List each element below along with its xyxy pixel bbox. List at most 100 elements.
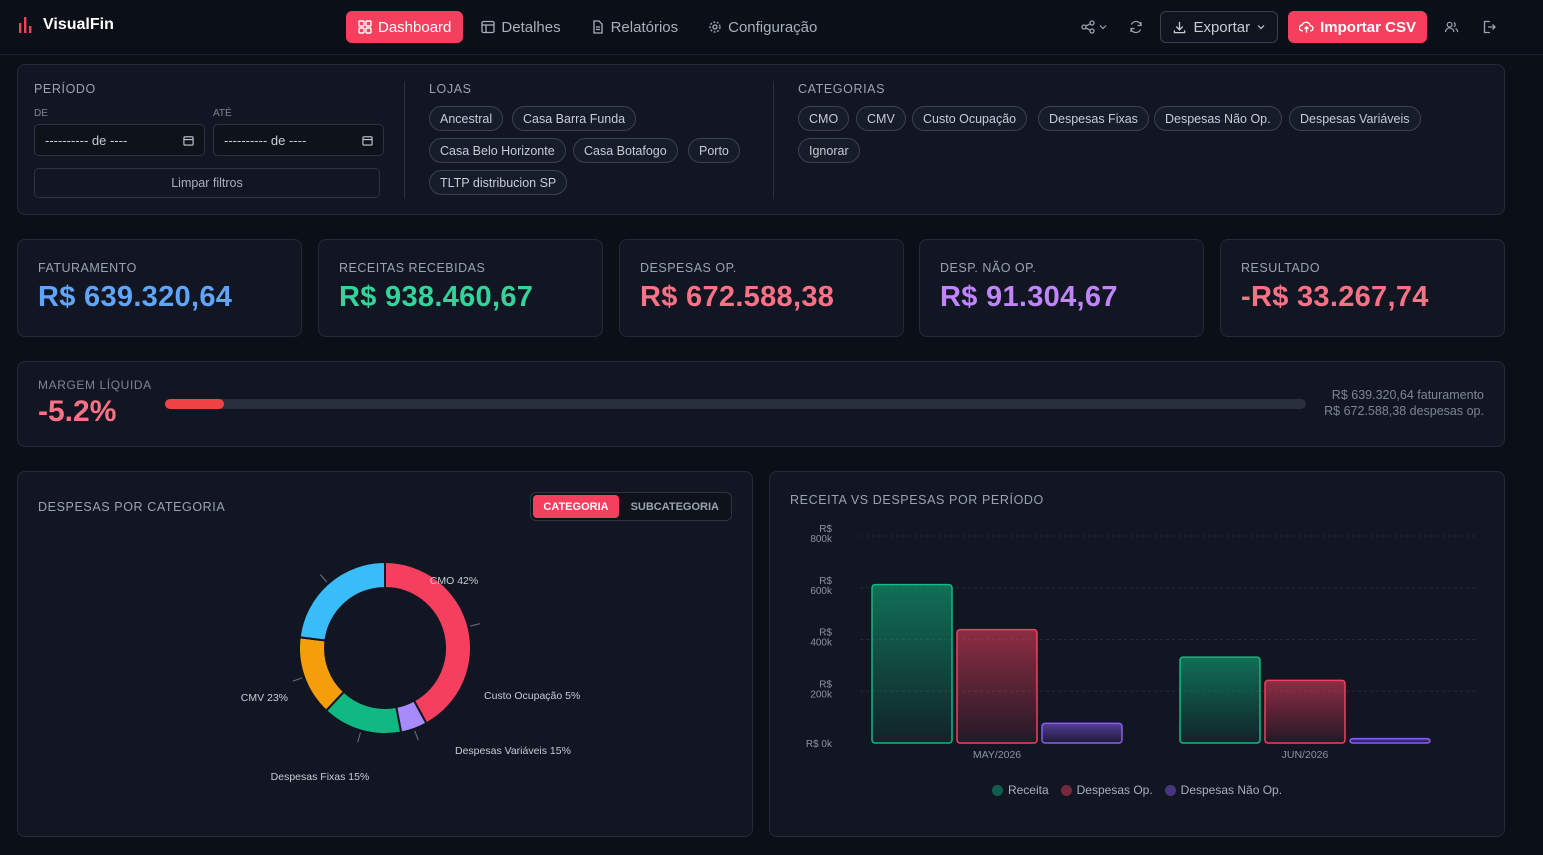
margin-progress-track <box>165 399 1306 409</box>
download-icon <box>1174 21 1186 33</box>
x-tick-label: MAY/2026 <box>973 749 1021 761</box>
bar-chart-logo-icon <box>19 17 32 33</box>
users-button[interactable] <box>1437 11 1465 43</box>
donut-label: CMV 23% <box>241 692 288 704</box>
export-button[interactable]: Exportar <box>1160 11 1279 43</box>
legend-label: Receita <box>1007 783 1049 797</box>
category-chip[interactable]: Despesas Não Op. <box>1154 106 1282 131</box>
logout-icon <box>1483 20 1496 34</box>
y-tick-label: R$ 800k <box>810 524 833 545</box>
bar[interactable] <box>1349 737 1431 744</box>
donut-label-leader <box>292 677 303 682</box>
chevron-down-icon <box>1257 25 1265 30</box>
from-label: DE <box>34 108 48 119</box>
x-tick-label: JUN/2026 <box>1282 749 1329 761</box>
bar[interactable] <box>1179 656 1261 744</box>
revenue-vs-expenses-panel: RECEITA VS DESPESAS POR PERÍODO R$ 0k R$ 2… <box>769 471 1505 837</box>
category-chip[interactable]: Ignorar <box>798 138 860 163</box>
logout-button[interactable] <box>1475 11 1503 43</box>
top-navbar: VisualFin Dashboard Detalhes Relatórios … <box>0 0 1543 55</box>
refresh-icon <box>1130 20 1143 34</box>
donut-label: Despesas Variáveis 15% <box>455 745 571 757</box>
kpi-label: FATURAMENTO <box>38 261 137 275</box>
toolbar-right: Exportar Importar CSV <box>1076 11 1503 43</box>
kpi-label: DESPESAS OP. <box>640 261 737 275</box>
donut-slice[interactable] <box>384 560 472 725</box>
donut-label-leader <box>470 623 481 627</box>
legend-item[interactable]: Despesas Op. <box>1060 783 1153 797</box>
category-chip[interactable]: Despesas Fixas <box>1038 106 1149 131</box>
import-csv-button[interactable]: Importar CSV <box>1288 11 1427 43</box>
legend-swatch <box>1164 784 1176 796</box>
donut-label-leader <box>414 730 419 741</box>
legend-item[interactable]: Despesas Não Op. <box>1164 783 1282 797</box>
donut-label: CMO 42% <box>430 575 478 587</box>
refresh-button[interactable] <box>1122 11 1150 43</box>
kpi-card-desp-nao-op: DESP. NÃO OP. R$ 91.304,67 <box>919 239 1204 337</box>
date-from-value: ---------- de ---- <box>45 132 128 148</box>
file-text-icon <box>592 20 603 34</box>
kpi-value: -R$ 33.267,74 <box>1241 281 1429 313</box>
category-chip[interactable]: Custo Ocupação <box>912 106 1028 131</box>
donut-label: Custo Ocupação 5% <box>484 690 580 702</box>
category-chip[interactable]: CMV <box>856 106 906 131</box>
nav-label: Relatórios <box>610 18 679 36</box>
chart-legend: Receita Despesas Op. Despesas Não Op. <box>770 783 1504 797</box>
legend-item[interactable]: Receita <box>991 783 1049 797</box>
margin-revenue-note: R$ 639.320,64 faturamento <box>1331 388 1484 402</box>
expenses-by-category-panel: DESPESAS POR CATEGORIA CATEGORIA SUBCATE… <box>17 471 753 837</box>
category-chip[interactable]: CMO <box>798 106 850 131</box>
y-tick-label: R$ 0k <box>806 739 833 750</box>
nav-dashboard[interactable]: Dashboard <box>346 11 464 43</box>
main-nav: Dashboard Detalhes Relatórios Configuraç… <box>346 11 829 43</box>
donut-label: Despesas Fixas 15% <box>271 771 370 783</box>
y-tick-label: R$ 400k <box>810 628 833 649</box>
kpi-card-receitas: RECEITAS RECEBIDAS R$ 938.460,67 <box>318 239 603 337</box>
toggle-subcategoria[interactable]: SUBCATEGORIA <box>630 500 719 513</box>
share-menu-button[interactable] <box>1076 11 1112 43</box>
panel-title: RECEITA VS DESPESAS POR PERÍODO <box>790 493 1044 507</box>
stores-title: LOJAS <box>429 82 472 96</box>
donut-slice[interactable] <box>298 560 386 642</box>
margin-progress-fill <box>165 399 225 409</box>
margin-expense-note: R$ 672.588,38 despesas op. <box>1324 404 1484 418</box>
bar[interactable] <box>1264 679 1346 744</box>
bar-chart: R$ 0k R$ 200k R$ 400k R$ 600k R$ 800k MAY/2026 JUN… <box>806 524 1476 761</box>
store-chip[interactable]: Ancestral <box>429 106 504 131</box>
bar[interactable] <box>871 583 953 744</box>
export-label: Exportar <box>1193 18 1251 36</box>
categories-title: CATEGORIAS <box>798 82 886 96</box>
import-label: Importar CSV <box>1320 18 1416 36</box>
nav-detalhes[interactable]: Detalhes <box>469 11 572 43</box>
store-chip[interactable]: Porto <box>688 138 740 163</box>
y-tick-label: R$ 200k <box>810 679 833 700</box>
upload-cloud-icon <box>1299 21 1314 33</box>
store-chip[interactable]: Casa Barra Funda <box>512 106 637 131</box>
to-label: ATÉ <box>213 108 232 119</box>
category-chip[interactable]: Despesas Variáveis <box>1289 106 1421 131</box>
category-toggle: CATEGORIA SUBCATEGORIA <box>530 492 732 521</box>
margin-label: MARGEM LÍQUIDA <box>38 378 152 392</box>
toggle-categoria[interactable]: CATEGORIA <box>533 495 619 518</box>
date-to-input[interactable]: ---------- de ---- <box>213 124 384 156</box>
legend-label: Despesas Op. <box>1076 783 1153 797</box>
nav-label: Detalhes <box>501 18 561 36</box>
nav-configuracao[interactable]: Configuração <box>696 11 829 43</box>
store-chip[interactable]: TLTP distribucion SP <box>429 170 568 195</box>
brand[interactable]: VisualFin <box>19 16 114 34</box>
store-chip[interactable]: Casa Belo Horizonte <box>429 138 566 163</box>
donut-chart: CMO 42% Custo Ocupação 5% Despesas Variáve… <box>241 560 580 783</box>
kpi-value: R$ 91.304,67 <box>940 281 1118 313</box>
bar[interactable] <box>1041 722 1123 744</box>
nav-relatorios[interactable]: Relatórios <box>579 11 691 43</box>
store-chip[interactable]: Casa Botafogo <box>573 138 678 163</box>
date-from-input[interactable]: ---------- de ---- <box>34 124 205 156</box>
donut-slice[interactable] <box>298 636 346 713</box>
kpi-label: RECEITAS RECEBIDAS <box>339 261 486 275</box>
kpi-value: R$ 639.320,64 <box>38 281 233 313</box>
users-icon <box>1444 21 1458 33</box>
app-name: VisualFin <box>43 16 114 33</box>
bar[interactable] <box>956 628 1038 744</box>
filters-divider <box>404 81 405 199</box>
clear-filters-button[interactable]: Limpar filtros <box>34 168 380 198</box>
